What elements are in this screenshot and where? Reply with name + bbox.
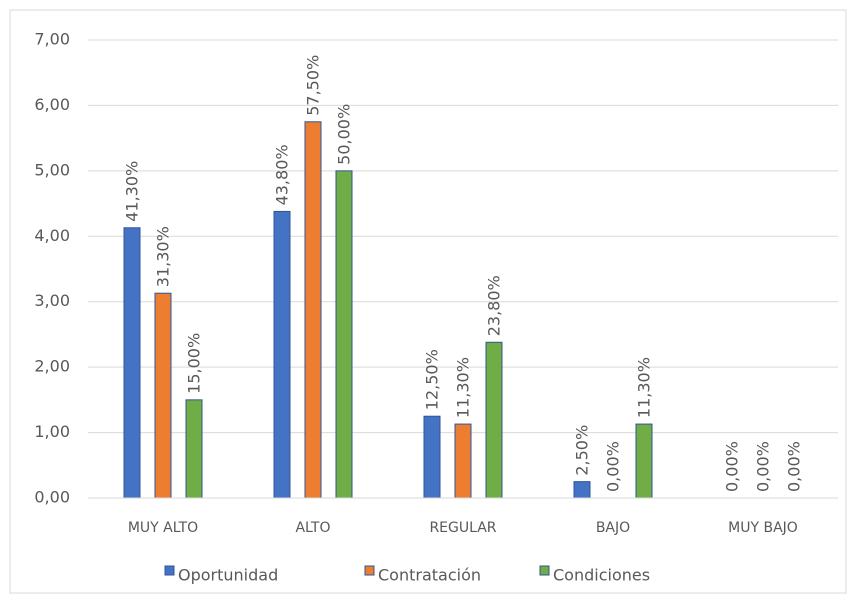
- y-tick-label: 1,00: [34, 422, 70, 441]
- data-label: 41,30%: [123, 161, 142, 222]
- legend-label: Contratación: [378, 566, 481, 585]
- bar: [123, 227, 141, 499]
- legend-label: Condiciones: [553, 566, 650, 585]
- data-label: 15,00%: [185, 333, 204, 394]
- y-tick-label: 0,00: [34, 488, 70, 507]
- y-tick-label: 6,00: [34, 95, 70, 114]
- bar: [304, 121, 322, 499]
- bar: [485, 341, 503, 499]
- x-tick-label: REGULAR: [429, 520, 496, 536]
- bar: [154, 292, 172, 499]
- y-tick-label: 5,00: [34, 160, 70, 179]
- legend-swatch: [539, 565, 550, 576]
- data-label: 23,80%: [485, 275, 504, 336]
- data-label: 43,80%: [273, 144, 292, 205]
- data-label: 0,00%: [785, 441, 804, 492]
- legend-label: Oportunidad: [178, 566, 278, 585]
- bar: [335, 170, 353, 499]
- data-label: 2,50%: [573, 425, 592, 476]
- data-label: 0,00%: [604, 441, 623, 492]
- bar: [185, 399, 203, 499]
- bar: [273, 210, 291, 499]
- data-label: 12,50%: [423, 349, 442, 410]
- data-label: 0,00%: [754, 441, 773, 492]
- bar: [454, 423, 472, 499]
- legend-swatch: [164, 565, 175, 576]
- bar: [573, 481, 591, 499]
- data-label: 57,50%: [304, 55, 323, 116]
- data-label: 31,30%: [154, 226, 173, 287]
- x-tick-label: MUY BAJO: [728, 520, 798, 536]
- y-tick-label: 7,00: [34, 30, 70, 49]
- data-label: 50,00%: [335, 104, 354, 165]
- x-tick-label: ALTO: [295, 520, 330, 536]
- x-tick-label: BAJO: [596, 520, 630, 536]
- bar: [635, 423, 653, 499]
- y-tick-label: 2,00: [34, 357, 70, 376]
- data-label: 11,30%: [454, 357, 473, 418]
- legend-swatch: [364, 565, 375, 576]
- y-tick-label: 3,00: [34, 291, 70, 310]
- y-tick-label: 4,00: [34, 226, 70, 245]
- data-label: 0,00%: [723, 441, 742, 492]
- x-tick-label: MUY ALTO: [128, 520, 198, 536]
- bar: [423, 415, 441, 499]
- data-label: 11,30%: [635, 357, 654, 418]
